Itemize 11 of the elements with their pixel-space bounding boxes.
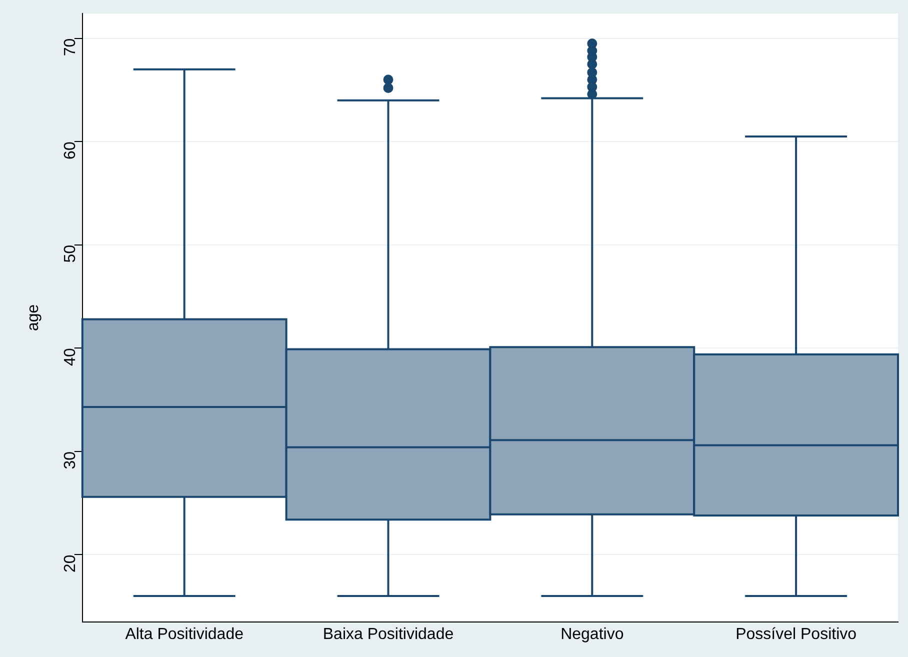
x-tick-label: Alta Positividade: [125, 626, 244, 643]
y-axis-title: age: [25, 304, 42, 332]
y-tick-label: 40: [62, 348, 79, 366]
y-tick-label: 50: [62, 244, 79, 263]
x-tick-label: Baixa Positividade: [322, 626, 454, 643]
y-tick-label: 60: [62, 142, 79, 160]
x-tick-label: Possível Positivo: [736, 626, 857, 643]
y-tick-label: 30: [62, 451, 79, 470]
y-tick-label: 70: [62, 38, 79, 56]
x-tick-label: Negativo: [560, 626, 624, 643]
y-tick-label: 20: [62, 554, 79, 572]
